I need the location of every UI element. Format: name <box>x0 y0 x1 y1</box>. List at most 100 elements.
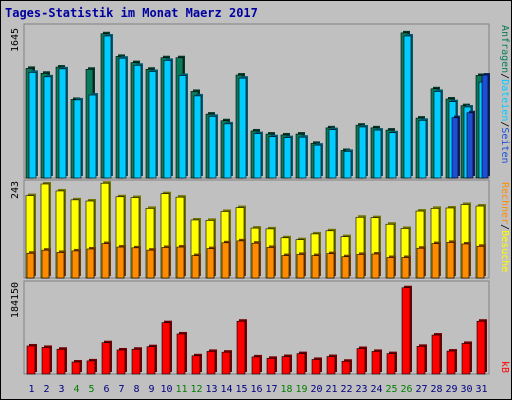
x-tick-day-20: 20 <box>310 384 322 395</box>
bar-dateien-23-face <box>358 126 367 179</box>
right-label-middle-part-0: Rechner <box>499 182 510 224</box>
bar-rechner-10-face <box>161 247 170 279</box>
bar-seiten-31-face <box>481 74 489 179</box>
bar-kb-19-face <box>296 353 306 375</box>
bar-rechner-14 <box>221 240 231 279</box>
x-tick-day-17: 17 <box>265 384 277 395</box>
bar-rechner-23-face <box>356 254 365 279</box>
right-label-top-part-4: Seiten <box>499 127 510 163</box>
bar-kb-17-face <box>266 358 276 375</box>
bar-dateien-15-face <box>238 77 247 179</box>
bar-dateien-14 <box>223 121 233 179</box>
bar-dateien-17 <box>268 134 278 179</box>
bar-dateien-22-face <box>343 151 352 179</box>
x-tick-day-4: 4 <box>73 384 79 395</box>
x-tick-day-12: 12 <box>190 384 202 395</box>
bar-kb-21 <box>326 354 337 375</box>
bar-rechner-3-face <box>56 252 65 279</box>
bar-kb-5-face <box>86 360 96 375</box>
bar-kb-22 <box>341 359 352 375</box>
x-tick-day-31: 31 <box>475 384 487 395</box>
bar-kb-23 <box>356 346 367 375</box>
bar-dateien-12 <box>193 93 203 179</box>
bar-kb-14-face <box>221 351 231 375</box>
x-tick-day-7: 7 <box>118 384 124 395</box>
bar-seiten-30-face <box>466 112 474 179</box>
x-tick-day-15: 15 <box>235 384 247 395</box>
bar-kb-12 <box>191 353 202 375</box>
bar-rechner-2-face <box>41 249 50 279</box>
bar-kb-12-face <box>191 355 201 375</box>
bar-kb-3 <box>56 347 67 375</box>
bar-rechner-25-face <box>386 257 395 279</box>
x-tick-day-21: 21 <box>325 384 337 395</box>
bar-rechner-18-face <box>281 255 290 279</box>
bar-dateien-24-face <box>373 129 382 179</box>
bar-rechner-24-face <box>371 253 380 279</box>
right-label-middle-part-1: / <box>499 224 510 230</box>
x-tick-day-1: 1 <box>28 384 34 395</box>
bar-rechner-22 <box>341 254 351 279</box>
bar-dateien-21-face <box>328 129 337 179</box>
bar-rechner-3 <box>56 250 66 279</box>
bar-rechner-21 <box>326 251 336 279</box>
ytick-label-middle: 243 <box>10 181 21 199</box>
bar-rechner-6-face <box>101 243 110 279</box>
bar-dateien-25-face <box>388 132 397 179</box>
right-label-bottom: kB <box>499 361 510 373</box>
bar-kb-28 <box>431 333 442 375</box>
bar-dateien-21 <box>328 127 338 179</box>
bar-rechner-19 <box>296 252 306 279</box>
bar-rechner-24 <box>371 252 381 279</box>
x-tick-day-2: 2 <box>43 384 49 395</box>
bar-seiten-29 <box>451 115 460 179</box>
bar-rechner-12-face <box>191 255 200 279</box>
ytick-label-top: 1645 <box>10 28 21 52</box>
bar-kb-20 <box>311 357 322 375</box>
bar-rechner-13-face <box>206 248 215 279</box>
bar-dateien-13 <box>208 114 218 179</box>
bar-kb-6-face <box>101 342 111 375</box>
bar-rechner-9 <box>146 248 156 279</box>
bar-rechner-25 <box>386 255 396 279</box>
bar-seiten-30 <box>466 110 475 179</box>
bar-kb-19 <box>296 351 307 375</box>
bar-kb-1 <box>26 343 37 375</box>
bar-dateien-1 <box>28 70 38 179</box>
bar-dateien-16-face <box>253 133 262 179</box>
right-label-top-part-1: / <box>499 73 510 79</box>
bar-dateien-7-face <box>118 57 127 179</box>
bar-rechner-31 <box>476 244 486 279</box>
bar-dateien-4 <box>73 97 83 179</box>
bar-kb-2 <box>41 345 52 375</box>
bar-kb-18-face <box>281 356 291 375</box>
right-label-middle: Rechner/Besuche <box>499 182 510 272</box>
bar-kb-16-face <box>251 356 261 375</box>
bar-dateien-3-face <box>58 68 67 179</box>
bar-rechner-29 <box>446 240 456 279</box>
bar-seiten-29-face <box>451 117 459 179</box>
bar-kb-10 <box>161 320 172 375</box>
bar-rechner-15-face <box>236 240 245 279</box>
bar-kb-18 <box>281 354 292 375</box>
bar-rechner-9-face <box>146 249 155 279</box>
bar-rechner-11-face <box>176 246 185 279</box>
bar-rechner-30-face <box>461 243 470 279</box>
bar-kb-14 <box>221 350 232 375</box>
bar-kb-17 <box>266 356 277 375</box>
bar-dateien-4-face <box>73 99 82 179</box>
bar-kb-15 <box>236 319 247 375</box>
bar-rechner-17 <box>266 245 276 279</box>
bar-dateien-11-face <box>178 75 187 179</box>
bar-dateien-19 <box>298 135 308 179</box>
bar-dateien-8 <box>133 63 143 179</box>
bar-rechner-4-face <box>71 250 80 279</box>
bar-dateien-27-face <box>418 120 427 179</box>
bar-rechner-19-face <box>296 254 305 279</box>
bar-rechner-20-face <box>311 255 320 279</box>
bar-dateien-20-face <box>313 144 322 179</box>
x-tick-day-27: 27 <box>415 384 427 395</box>
bar-rechner-7-face <box>116 246 125 279</box>
bar-kb-11 <box>176 331 187 375</box>
x-tick-day-6: 6 <box>103 384 109 395</box>
